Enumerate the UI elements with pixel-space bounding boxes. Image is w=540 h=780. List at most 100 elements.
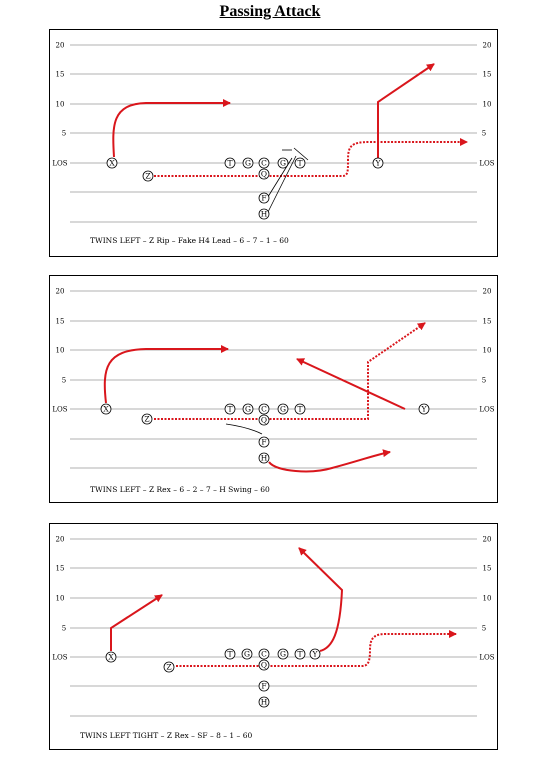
yard-label-10-left: 10 (56, 595, 65, 603)
player-left-tackle: T (224, 648, 236, 660)
svg-text:G: G (280, 650, 286, 659)
yard-label-10-left: 10 (56, 347, 65, 355)
x-route (112, 99, 231, 158)
yard-label-5-right: 5 (482, 130, 486, 138)
player-fullback: F (258, 192, 270, 204)
svg-text:Z: Z (166, 663, 171, 672)
y-route (298, 547, 344, 652)
player-right-guard: G (277, 157, 289, 169)
y-route (377, 63, 435, 158)
player-z: Z (141, 413, 153, 425)
svg-text:G: G (245, 405, 251, 414)
yard-label-15-right: 15 (483, 318, 492, 326)
y-route (296, 358, 406, 410)
svg-text:G: G (245, 159, 251, 168)
yard-label-5-right: 5 (482, 377, 486, 385)
los-label-left: LOS (52, 406, 67, 414)
svg-text:Z: Z (145, 172, 150, 181)
player-center: C (258, 648, 270, 660)
yard-label-20-left: 20 (56, 42, 65, 50)
player-x: X (106, 157, 118, 169)
block-mark-2 (293, 147, 309, 161)
z-route (176, 630, 457, 667)
los-label-left: LOS (52, 654, 67, 662)
svg-text:C: C (261, 650, 267, 659)
yard-label-5-left: 5 (62, 377, 66, 385)
player-right-guard: G (277, 403, 289, 415)
los-label-right: LOS (479, 406, 494, 414)
svg-text:T: T (227, 405, 232, 414)
player-x: X (100, 403, 112, 415)
yard-label-15-left: 15 (56, 71, 65, 79)
player-quarterback: Q (258, 414, 270, 426)
player-y: Y (309, 648, 321, 660)
player-y: Y (372, 157, 384, 169)
yard-label-20-right: 20 (483, 536, 492, 544)
yard-label-15-left: 15 (56, 318, 65, 326)
svg-text:H: H (261, 210, 268, 219)
z-route (154, 138, 468, 177)
svg-text:C: C (261, 159, 267, 168)
player-quarterback: Q (258, 659, 270, 671)
player-halfback: H (258, 208, 270, 220)
player-right-tackle: T (294, 403, 306, 415)
player-fullback: F (258, 680, 270, 692)
play-diagram-3: 20 20 15 15 10 10 5 5 LOS LOS X Z T G C … (49, 523, 498, 750)
player-center: C (258, 403, 270, 415)
player-right-tackle: T (294, 648, 306, 660)
yard-label-20-right: 20 (483, 42, 492, 50)
svg-text:G: G (280, 405, 286, 414)
yard-label-20-right: 20 (483, 288, 492, 296)
svg-text:T: T (227, 650, 232, 659)
z-route (154, 322, 426, 420)
yard-label-10-right: 10 (483, 595, 492, 603)
svg-text:X: X (109, 159, 115, 168)
player-halfback: H (258, 696, 270, 708)
player-left-guard: G (241, 648, 253, 660)
player-right-guard: G (277, 648, 289, 660)
yard-label-10-right: 10 (483, 347, 492, 355)
player-right-tackle: T (294, 157, 306, 169)
player-fullback: F (258, 436, 270, 448)
h-swing-route (268, 449, 391, 473)
yard-label-20-left: 20 (56, 288, 65, 296)
los-label-right: LOS (479, 160, 494, 168)
player-z: Z (163, 661, 175, 673)
svg-text:T: T (297, 650, 302, 659)
player-center: C (258, 157, 270, 169)
play-diagram-2: 20 20 15 15 10 10 5 5 LOS LOS X Z T G C … (49, 275, 498, 503)
yard-label-15-right: 15 (483, 71, 492, 79)
yard-label-15-left: 15 (56, 565, 65, 573)
play-caption: TWINS LEFT TIGHT – Z Rex – SF – 8 – 1 – … (80, 731, 252, 740)
svg-text:G: G (280, 159, 286, 168)
page-title: Passing Attack (219, 3, 321, 20)
svg-text:H: H (261, 698, 268, 707)
svg-text:Y: Y (421, 405, 428, 414)
yard-label-5-left: 5 (62, 130, 66, 138)
player-z: Z (142, 170, 154, 182)
player-halfback: H (258, 452, 270, 464)
svg-text:X: X (108, 653, 114, 662)
qb-drop-path (225, 423, 263, 435)
play-caption: TWINS LEFT – Z Rip – Fake H4 Lead – 6 – … (90, 236, 289, 245)
yard-label-5-left: 5 (62, 625, 66, 633)
player-left-guard: G (242, 403, 254, 415)
yard-label-10-right: 10 (483, 101, 492, 109)
svg-text:T: T (297, 405, 302, 414)
yard-label-20-left: 20 (56, 536, 65, 544)
svg-text:X: X (103, 405, 109, 414)
svg-text:G: G (244, 650, 250, 659)
yard-label-5-right: 5 (482, 625, 486, 633)
play-diagram-1: 20 20 15 15 10 10 5 5 LOS LOS X Z T G C (49, 29, 498, 257)
svg-text:Q: Q (261, 416, 267, 425)
play-caption: TWINS LEFT – Z Rex – 6 – 2 – 7 – H Swing… (90, 485, 270, 494)
svg-text:Y: Y (312, 650, 319, 659)
svg-text:F: F (261, 194, 266, 203)
x-route (103, 345, 229, 404)
x-route (110, 594, 163, 651)
svg-text:T: T (297, 159, 302, 168)
player-quarterback: Q (258, 168, 270, 180)
svg-text:Q: Q (261, 170, 267, 179)
play-1-field: 20 20 15 15 10 10 5 5 LOS LOS X Z T G C (52, 42, 494, 246)
player-x: X (105, 651, 117, 663)
